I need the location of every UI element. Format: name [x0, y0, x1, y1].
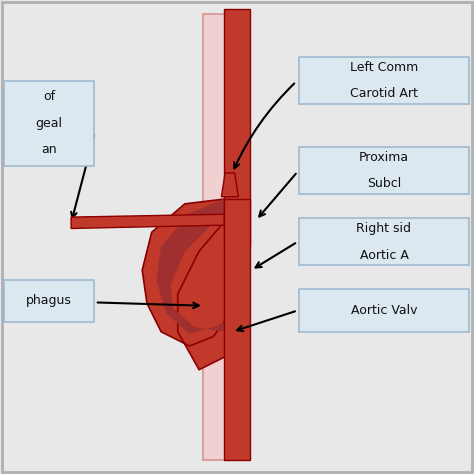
Polygon shape	[221, 173, 238, 197]
Text: Left Comm: Left Comm	[350, 61, 418, 74]
Text: of: of	[43, 90, 55, 103]
Bar	[224, 9, 250, 246]
Text: Aortic A: Aortic A	[359, 248, 409, 262]
FancyBboxPatch shape	[4, 81, 94, 166]
Polygon shape	[156, 199, 237, 334]
Text: Right sid: Right sid	[356, 222, 411, 235]
Text: Aortic Valv: Aortic Valv	[351, 304, 417, 317]
Text: geal: geal	[36, 117, 62, 130]
Text: Proxima: Proxima	[359, 151, 409, 164]
Polygon shape	[142, 199, 250, 370]
FancyBboxPatch shape	[299, 218, 469, 265]
FancyBboxPatch shape	[299, 289, 469, 332]
Polygon shape	[71, 214, 224, 228]
Text: phagus: phagus	[26, 294, 72, 308]
Bar	[203, 14, 243, 460]
FancyBboxPatch shape	[299, 57, 469, 104]
FancyBboxPatch shape	[4, 280, 94, 322]
Bar	[224, 199, 250, 460]
FancyBboxPatch shape	[299, 147, 469, 194]
Text: Subcl: Subcl	[367, 177, 401, 191]
Text: Carotid Art: Carotid Art	[350, 87, 418, 100]
Text: an: an	[41, 143, 56, 156]
